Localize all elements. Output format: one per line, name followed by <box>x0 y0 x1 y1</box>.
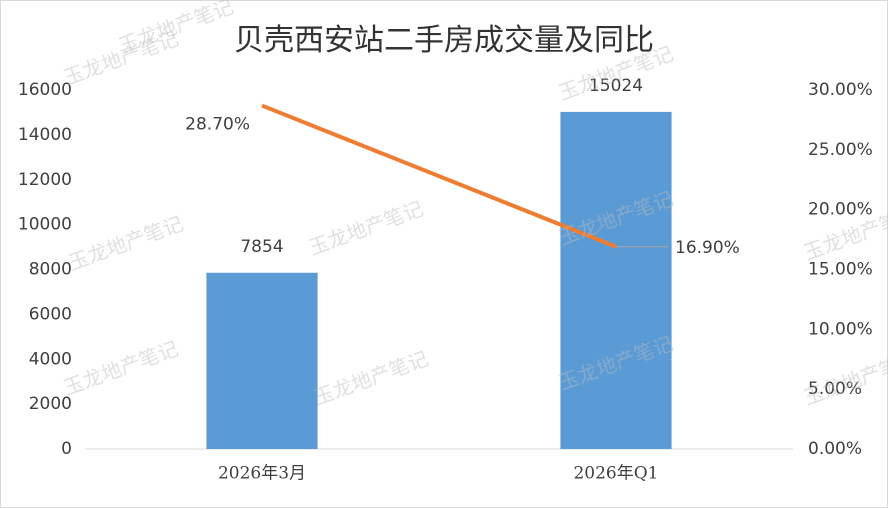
line-value-label: 16.90% <box>675 238 740 258</box>
line <box>261 103 617 249</box>
y2-tick-label: 30.00% <box>808 80 873 100</box>
y2-tick-label: 15.00% <box>808 260 873 280</box>
line-value-label: 28.70% <box>185 115 250 135</box>
y2-tick-label: 20.00% <box>808 200 873 220</box>
y-tick-label: 12000 <box>18 170 72 190</box>
bar <box>560 111 672 450</box>
y2-tick-label: 25.00% <box>808 140 873 160</box>
bar-value-label: 15024 <box>589 76 643 96</box>
y2-tick-label: 10.00% <box>808 319 873 339</box>
y-tick-label: 14000 <box>18 125 72 145</box>
y2-tick-label: 5.00% <box>808 379 862 399</box>
y-tick-label: 0 <box>61 439 72 459</box>
bar <box>206 272 318 449</box>
bar-value-label: 7854 <box>240 237 283 257</box>
y-tick-label: 2000 <box>29 394 72 414</box>
x-tick-label: 2026年3月 <box>218 464 306 484</box>
y-tick-label: 10000 <box>18 215 72 235</box>
y-tick-label: 4000 <box>29 349 72 369</box>
y2-tick-label: 0.00% <box>808 439 862 459</box>
x-tick-label: 2026年Q1 <box>573 464 658 484</box>
y-tick-label: 16000 <box>18 80 72 100</box>
y-tick-label: 8000 <box>29 260 72 280</box>
y-tick-label: 6000 <box>29 304 72 324</box>
chart-title: 贝壳西安站二手房成交量及同比 <box>234 23 654 58</box>
